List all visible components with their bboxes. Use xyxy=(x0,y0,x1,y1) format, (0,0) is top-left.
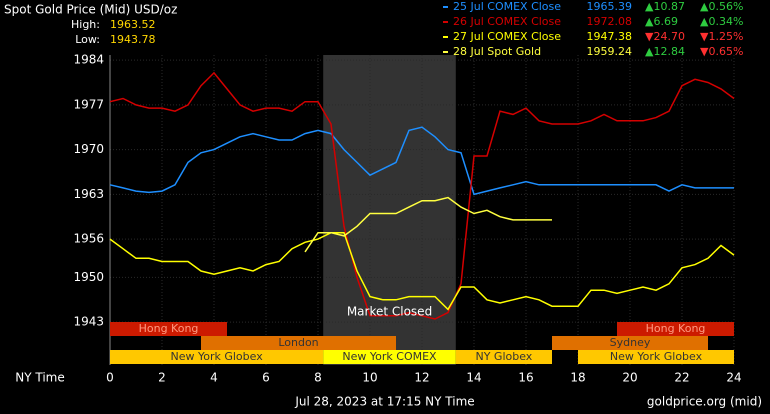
low-label: Low: xyxy=(75,33,100,46)
legend-change: ▲6.69 xyxy=(645,15,678,28)
legend-change-pct: ▼1.25% xyxy=(700,30,743,43)
y-tick-label: 1970 xyxy=(73,142,104,156)
legend-name: 25 Jul COMEX Close xyxy=(453,0,561,13)
session-bar xyxy=(578,350,734,364)
legend-change: ▲12.84 xyxy=(645,45,685,58)
x-tick-label: 2 xyxy=(158,371,166,385)
session-label: New York COMEX xyxy=(342,350,437,363)
chart-title: Spot Gold Price (Mid) USD/oz xyxy=(4,3,177,17)
session-label: New York Globex xyxy=(170,350,263,363)
session-label: New York Globex xyxy=(610,350,703,363)
legend-close: 1959.24 xyxy=(587,45,633,58)
legend-change: ▼24.70 xyxy=(645,30,685,43)
x-tick-label: 18 xyxy=(570,371,585,385)
y-tick-label: 1977 xyxy=(73,97,104,111)
legend-change-pct: ▲0.34% xyxy=(700,15,743,28)
session-label: Hong Kong xyxy=(646,322,706,335)
low-value: 1943.78 xyxy=(110,33,156,46)
x-tick-label: 24 xyxy=(726,371,741,385)
legend-change-pct: ▲0.56% xyxy=(700,0,743,13)
x-tick-label: 16 xyxy=(518,371,533,385)
x-tick-label: 22 xyxy=(674,371,689,385)
session-bar xyxy=(110,350,324,364)
y-tick-label: 1984 xyxy=(73,53,104,67)
y-tick-label: 1963 xyxy=(73,187,104,201)
x-tick-label: 6 xyxy=(262,371,270,385)
session-label: Sydney xyxy=(610,336,651,349)
legend-name: 28 Jul Spot Gold xyxy=(453,45,541,58)
legend-name: 26 Jul COMEX Close xyxy=(453,15,561,28)
session-bar xyxy=(552,336,708,350)
price-line xyxy=(109,126,734,196)
x-tick-label: 12 xyxy=(414,371,429,385)
legend-close: 1965.39 xyxy=(587,0,633,13)
legend-change: ▲10.87 xyxy=(645,0,685,13)
x-tick-label: 8 xyxy=(314,371,322,385)
session-bar xyxy=(617,322,734,336)
x-tick-label: 10 xyxy=(362,371,377,385)
market-closed-band xyxy=(323,55,456,365)
session-bar xyxy=(110,322,227,336)
session-bar xyxy=(323,350,456,364)
source: goldprice.org (mid) xyxy=(647,395,762,409)
session-label: London xyxy=(278,336,318,349)
price-line xyxy=(109,231,735,311)
y-tick-label: 1956 xyxy=(73,232,104,246)
session-bar xyxy=(201,336,396,350)
high-label: High: xyxy=(71,18,100,31)
x-axis-label: NY Time xyxy=(15,371,65,385)
session-label: Hong Kong xyxy=(139,322,199,335)
session-bar xyxy=(455,350,552,364)
x-tick-label: 4 xyxy=(210,371,218,385)
legend-change-pct: ▼0.65% xyxy=(700,45,743,58)
x-tick-label: 0 xyxy=(106,371,114,385)
price-line xyxy=(304,196,552,253)
y-tick-label: 1950 xyxy=(73,270,104,284)
annotation: Market Closed xyxy=(347,305,432,319)
x-tick-label: 14 xyxy=(466,371,481,385)
high-value: 1963.52 xyxy=(110,18,156,31)
y-tick-label: 1943 xyxy=(73,315,104,329)
footer: Jul 28, 2023 at 17:15 NY Time xyxy=(294,395,474,409)
legend-close: 1972.08 xyxy=(587,15,633,28)
price-line xyxy=(109,71,735,320)
legend-close: 1947.38 xyxy=(587,30,633,43)
legend-name: 27 Jul COMEX Close xyxy=(453,30,561,43)
x-tick-label: 20 xyxy=(622,371,637,385)
session-label: NY Globex xyxy=(475,350,532,363)
